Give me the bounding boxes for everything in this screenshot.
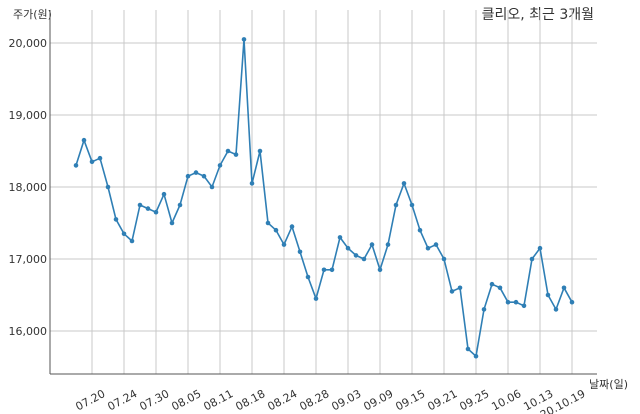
data-point [281, 242, 287, 247]
data-point [529, 256, 535, 262]
data-point [257, 148, 263, 154]
y-tick-label: 17,000 [9, 253, 48, 266]
x-tick-label: 08.28 [297, 387, 331, 413]
data-point [409, 202, 415, 208]
x-axis-label: 날짜(일) [589, 377, 628, 391]
data-point [545, 292, 551, 298]
data-point [217, 163, 223, 168]
x-tick-label: 09.21 [425, 387, 459, 413]
data-point [457, 285, 463, 291]
y-tick-label: 19,000 [9, 109, 48, 122]
x-tick-label: 07.24 [105, 387, 139, 413]
data-point [201, 173, 207, 179]
data-point [313, 296, 319, 301]
data-point [329, 267, 335, 273]
data-point [537, 245, 543, 251]
data-point [345, 245, 351, 251]
data-point [473, 353, 479, 359]
grid-lines [50, 10, 597, 374]
y-tick-label: 18,000 [9, 181, 48, 194]
tick-labels: 16,000 17,000 18,000 19,000 20,000 07.2007.24… [9, 37, 588, 414]
y-axis-label: 주가(원) [13, 8, 52, 21]
data-point [153, 209, 159, 215]
data-point [305, 274, 311, 280]
data-point [129, 238, 135, 244]
data-point [521, 303, 527, 309]
data-point [169, 220, 175, 226]
series-line [75, 39, 573, 358]
x-tick-label: 07.20 [73, 387, 107, 413]
data-point [393, 202, 399, 208]
data-point [321, 267, 327, 273]
data-point [249, 181, 255, 186]
data-point [561, 285, 567, 291]
data-point [185, 173, 191, 179]
data-point [425, 245, 431, 251]
data-point [105, 184, 111, 190]
x-tick-label: 08.18 [233, 387, 267, 413]
x-tick-label: 08.24 [265, 387, 299, 413]
data-point [145, 206, 151, 211]
data-point [289, 224, 295, 229]
data-point [121, 231, 127, 237]
data-point [209, 184, 215, 190]
data-point [337, 235, 343, 240]
data-point [353, 253, 359, 258]
axes [49, 10, 597, 375]
data-point [137, 202, 143, 208]
x-tick-label: 09.15 [393, 387, 427, 413]
data-point [441, 256, 447, 262]
data-point [73, 163, 79, 168]
data-point [401, 181, 407, 186]
data-point [361, 256, 367, 262]
x-tick-label: 09.09 [361, 387, 395, 413]
data-point [449, 289, 455, 294]
y-tick-label: 16,000 [9, 325, 48, 338]
data-point [113, 217, 119, 222]
data-point [89, 159, 95, 165]
data-point [97, 155, 103, 161]
data-point [377, 267, 383, 273]
data-point [553, 307, 559, 312]
data-point [273, 227, 279, 233]
data-point [81, 137, 87, 143]
x-tick-label: 08.05 [169, 387, 203, 413]
y-tick-label: 20,000 [9, 37, 48, 50]
data-point [569, 299, 575, 305]
data-point [177, 202, 183, 208]
data-point [297, 249, 303, 255]
data-point [241, 37, 247, 42]
data-point [225, 148, 231, 154]
data-point [161, 191, 167, 197]
x-tick-label: 10.06 [489, 387, 523, 413]
data-point [369, 242, 375, 247]
data-point [417, 227, 423, 233]
data-point [265, 220, 271, 226]
data-point [513, 299, 519, 305]
data-point [385, 242, 391, 247]
price-series [73, 37, 575, 359]
data-point [465, 346, 471, 352]
x-tick-label: 09.25 [457, 387, 491, 413]
x-tick-label: 07.30 [137, 387, 171, 413]
data-point [233, 152, 239, 157]
data-point [489, 281, 495, 287]
data-point [497, 285, 503, 291]
data-point [433, 242, 439, 247]
data-point [193, 170, 199, 175]
x-tick-label: 09.03 [329, 387, 363, 413]
data-point [505, 299, 511, 305]
data-point [481, 307, 487, 312]
chart-title: 클리오, 최근 3개월 [482, 7, 594, 23]
x-tick-label: 08.11 [201, 387, 235, 413]
